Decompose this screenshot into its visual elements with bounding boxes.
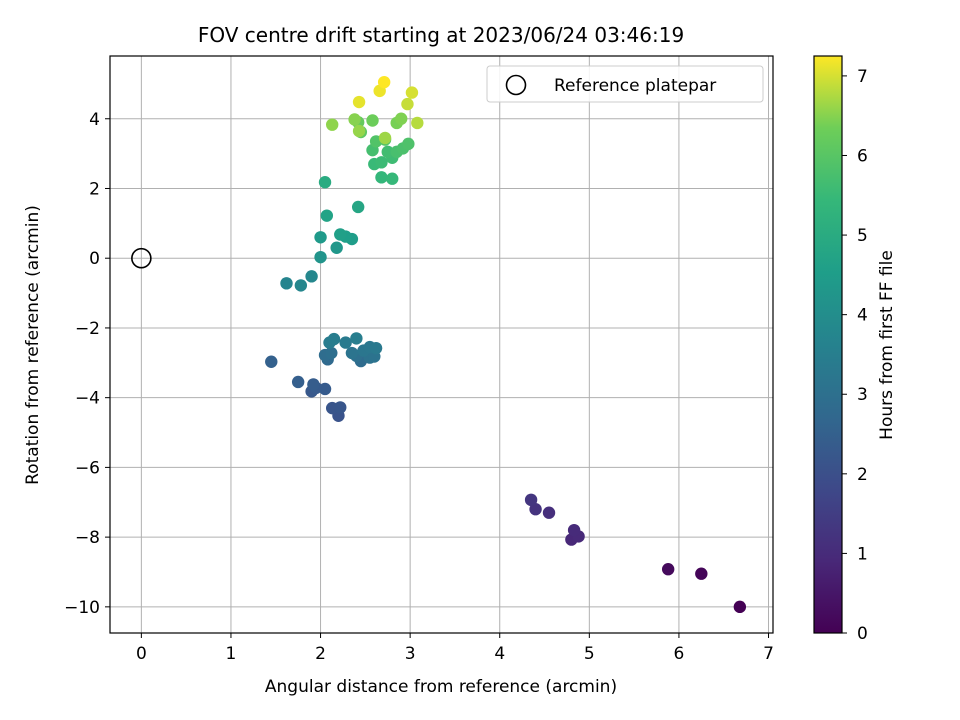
data-points bbox=[265, 75, 747, 614]
data-point bbox=[411, 116, 424, 130]
plot-area-frame bbox=[109, 55, 774, 634]
data-point bbox=[318, 382, 332, 396]
data-point bbox=[327, 332, 341, 346]
data-point bbox=[339, 336, 352, 349]
data-point bbox=[334, 228, 347, 241]
colorbar-ticks: 0 1 2 3 4 5 6 7 bbox=[842, 67, 868, 644]
data-point bbox=[405, 86, 419, 99]
y-axis-label: Rotation from reference (arcmin) bbox=[23, 205, 43, 485]
data-point bbox=[348, 113, 361, 126]
data-point bbox=[394, 112, 408, 125]
data-point bbox=[330, 241, 343, 254]
data-point bbox=[366, 114, 379, 127]
data-point bbox=[318, 176, 332, 189]
data-point bbox=[661, 562, 675, 576]
colorbar-tick-label: 5 bbox=[857, 226, 868, 246]
y-tick-label: −10 bbox=[64, 598, 100, 618]
data-point bbox=[350, 332, 363, 345]
y-tick-label: 2 bbox=[89, 179, 100, 199]
data-point bbox=[334, 401, 347, 414]
y-tick-label: 4 bbox=[89, 110, 100, 130]
x-tick-label: 4 bbox=[494, 644, 505, 664]
data-point bbox=[294, 279, 308, 292]
y-tick-label: −6 bbox=[75, 458, 100, 478]
colorbar-tick-label: 6 bbox=[857, 146, 868, 166]
y-tick-label: −4 bbox=[75, 389, 100, 409]
data-point bbox=[381, 145, 394, 159]
colorbar-label: Hours from first FF file bbox=[877, 250, 897, 440]
colorbar-tick-label: 3 bbox=[857, 385, 868, 405]
x-tick-label: 3 bbox=[405, 644, 416, 664]
data-point bbox=[325, 118, 339, 131]
data-point bbox=[314, 250, 327, 264]
data-point bbox=[386, 172, 399, 185]
x-axis-label: Angular distance from reference (arcmin) bbox=[265, 677, 617, 697]
data-point bbox=[377, 75, 391, 89]
data-point bbox=[291, 375, 305, 389]
legend-box bbox=[486, 65, 764, 103]
colorbar-tick-label: 1 bbox=[857, 544, 868, 564]
x-tick-label: 1 bbox=[226, 644, 237, 664]
grid-lines bbox=[110, 56, 773, 633]
data-point bbox=[529, 503, 542, 516]
y-axis-ticks: −10 −8 −6 −4 −2 0 2 4 bbox=[64, 110, 110, 618]
data-point bbox=[375, 171, 388, 184]
data-point bbox=[325, 346, 338, 360]
data-point bbox=[401, 97, 414, 111]
y-tick-label: 0 bbox=[89, 249, 100, 269]
data-point bbox=[542, 506, 556, 519]
data-point bbox=[733, 600, 747, 614]
data-point bbox=[351, 200, 365, 214]
data-point bbox=[352, 95, 366, 109]
data-point bbox=[320, 209, 334, 222]
legend-reference-marker bbox=[505, 74, 527, 96]
colorbar-tick-label: 7 bbox=[857, 67, 868, 87]
data-point bbox=[307, 378, 320, 391]
data-point bbox=[369, 341, 383, 355]
chart-title: FOV centre drift starting at 2023/06/24 … bbox=[198, 23, 684, 47]
data-point bbox=[524, 493, 538, 507]
x-tick-label: 7 bbox=[763, 644, 774, 664]
data-point bbox=[378, 131, 392, 145]
x-tick-label: 6 bbox=[674, 644, 685, 664]
x-tick-label: 5 bbox=[584, 644, 595, 664]
data-point bbox=[314, 231, 327, 244]
reference-platepar-marker bbox=[131, 247, 152, 269]
data-point bbox=[567, 523, 581, 537]
data-point bbox=[280, 277, 293, 290]
y-tick-label: −2 bbox=[75, 319, 100, 339]
y-tick-label: −8 bbox=[75, 528, 100, 548]
data-point bbox=[305, 270, 318, 283]
data-point bbox=[695, 567, 708, 580]
data-point bbox=[402, 137, 415, 151]
legend: Reference platepar bbox=[486, 65, 764, 103]
colorbar bbox=[813, 55, 843, 634]
data-point bbox=[375, 156, 388, 169]
x-tick-label: 2 bbox=[315, 644, 326, 664]
legend-entry-reference-platepar: Reference platepar bbox=[554, 76, 716, 96]
data-point bbox=[345, 346, 359, 360]
data-point bbox=[352, 124, 366, 138]
colorbar-tick-label: 0 bbox=[857, 624, 868, 644]
colorbar-tick-label: 2 bbox=[857, 465, 868, 485]
data-point bbox=[265, 355, 278, 368]
x-axis-ticks: 0 1 2 3 4 5 6 7 bbox=[136, 633, 774, 664]
colorbar-tick-label: 4 bbox=[857, 306, 868, 326]
x-tick-label: 0 bbox=[136, 644, 147, 664]
